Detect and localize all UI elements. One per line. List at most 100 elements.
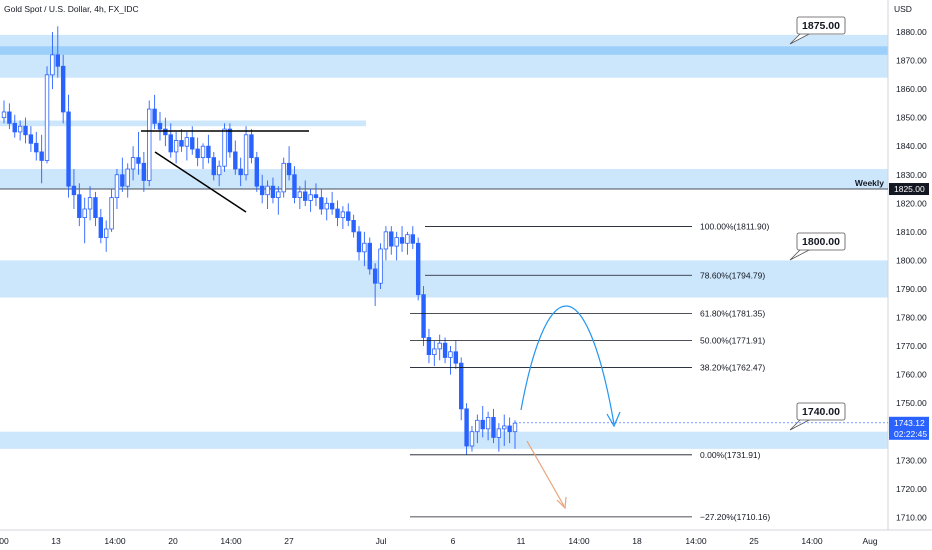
- callout-pointer: [789, 32, 812, 45]
- x-tick-label: 11: [517, 536, 526, 546]
- candle-body: [464, 408, 469, 447]
- candle-body: [216, 165, 222, 176]
- candle-body: [459, 362, 464, 410]
- candle-body: [378, 248, 383, 284]
- candle-body: [184, 137, 190, 147]
- candle-body: [211, 157, 216, 176]
- last-price-badge: [889, 416, 929, 440]
- y-tick-label: 1790.00: [896, 284, 927, 294]
- callout-box: [796, 232, 846, 251]
- zone-core-band: [0, 46, 888, 55]
- candle-body: [55, 54, 60, 67]
- candle-body: [415, 242, 421, 296]
- fib-level-label: 50.00%(1771.91): [700, 336, 765, 346]
- candle-body: [410, 234, 415, 244]
- x-tick-label: 25: [749, 536, 759, 546]
- bearish-arrow: [526, 440, 565, 507]
- y-tick-label: 1810.00: [896, 227, 927, 237]
- projection-arc: [520, 305, 615, 425]
- candle-body: [303, 191, 308, 201]
- x-tick-label: 13: [51, 536, 61, 546]
- y-tick-label: 1830.00: [896, 170, 927, 180]
- candle-body: [147, 108, 152, 181]
- candle-body: [173, 140, 179, 153]
- candle-body: [7, 111, 12, 124]
- candle-body: [254, 157, 260, 187]
- fib-level-label: 100.00%(1811.90): [700, 221, 769, 231]
- candle-body: [44, 74, 50, 161]
- bearish-arrowhead: [556, 496, 567, 510]
- candle-body: [394, 237, 399, 247]
- candle-body: [168, 134, 173, 153]
- candle-body: [286, 162, 292, 176]
- candle-body: [179, 140, 184, 147]
- callout-pointer: [789, 418, 812, 431]
- x-tick-label: 14:00: [685, 536, 707, 546]
- y-tick-label: 1860.00: [896, 84, 927, 94]
- candle-body: [98, 217, 104, 238]
- candle-body: [475, 419, 480, 433]
- candle-body: [399, 237, 405, 244]
- candle-body: [335, 208, 340, 218]
- x-tick-label: 20: [168, 536, 178, 546]
- weekly-price-badge-text: 1825.00: [894, 184, 925, 194]
- candle-body: [421, 294, 426, 338]
- candle-body: [480, 419, 485, 430]
- candle-body: [136, 157, 141, 164]
- candle-body: [93, 197, 98, 218]
- candle-body: [238, 168, 243, 176]
- y-tick-label: 1760.00: [896, 370, 927, 380]
- y-tick-label: 1840.00: [896, 141, 927, 151]
- y-tick-label: 1800.00: [896, 255, 927, 265]
- candle-body: [23, 125, 28, 136]
- support-resistance-zone: [0, 34, 888, 78]
- candle-body: [114, 174, 120, 198]
- candle-body: [190, 137, 195, 150]
- y-tick-label: 1870.00: [896, 56, 927, 66]
- candle-body: [17, 125, 23, 133]
- candle-body: [259, 185, 265, 196]
- y-tick-label: 1730.00: [896, 455, 927, 465]
- x-tick-label: 14:00: [801, 536, 823, 546]
- candle-body: [109, 197, 114, 230]
- candle-body: [469, 431, 475, 447]
- fib-level-label: 78.60%(1794.79): [700, 270, 765, 280]
- candle-body: [442, 342, 448, 358]
- x-tick-label: 18: [632, 536, 642, 546]
- fib-level-label: 0.00%(1731.91): [700, 450, 761, 460]
- y-tick-label: 1770.00: [896, 341, 927, 351]
- x-tick-label: Jul: [376, 536, 387, 546]
- x-tick-label: 00: [0, 536, 9, 546]
- candle-body: [340, 211, 346, 218]
- candle-body: [308, 194, 313, 201]
- weekly-price-badge: [889, 183, 929, 196]
- candle-body: [152, 108, 157, 124]
- candle-body: [372, 268, 378, 284]
- candle-body: [34, 142, 39, 153]
- candle-body: [502, 425, 507, 430]
- candle-body: [297, 191, 303, 198]
- candle-body: [66, 111, 71, 187]
- callout-box: [796, 402, 846, 421]
- callout-text: 1875.00: [802, 20, 840, 32]
- candle-body: [104, 228, 109, 238]
- candle-body: [485, 417, 491, 430]
- weekly-label: Weekly: [855, 178, 884, 188]
- candle-body: [233, 151, 238, 170]
- chart-title: Gold Spot / U.S. Dollar, 4h, FX_IDC: [4, 4, 139, 14]
- candle-body: [265, 185, 270, 196]
- candle-body: [270, 185, 276, 198]
- candle-body: [324, 202, 329, 210]
- candle-body: [448, 351, 453, 358]
- x-tick-label: 27: [284, 536, 294, 546]
- candle-body: [351, 220, 356, 233]
- callout-box: [796, 16, 846, 35]
- candle-body: [71, 185, 77, 196]
- support-resistance-zone: [0, 431, 888, 449]
- candle-body: [243, 134, 249, 176]
- fib-level-label: 61.80%(1781.35): [700, 309, 765, 319]
- fib-level-label: 38.20%(1762.47): [700, 363, 765, 373]
- candle-body: [437, 342, 442, 350]
- candle-body: [507, 425, 512, 433]
